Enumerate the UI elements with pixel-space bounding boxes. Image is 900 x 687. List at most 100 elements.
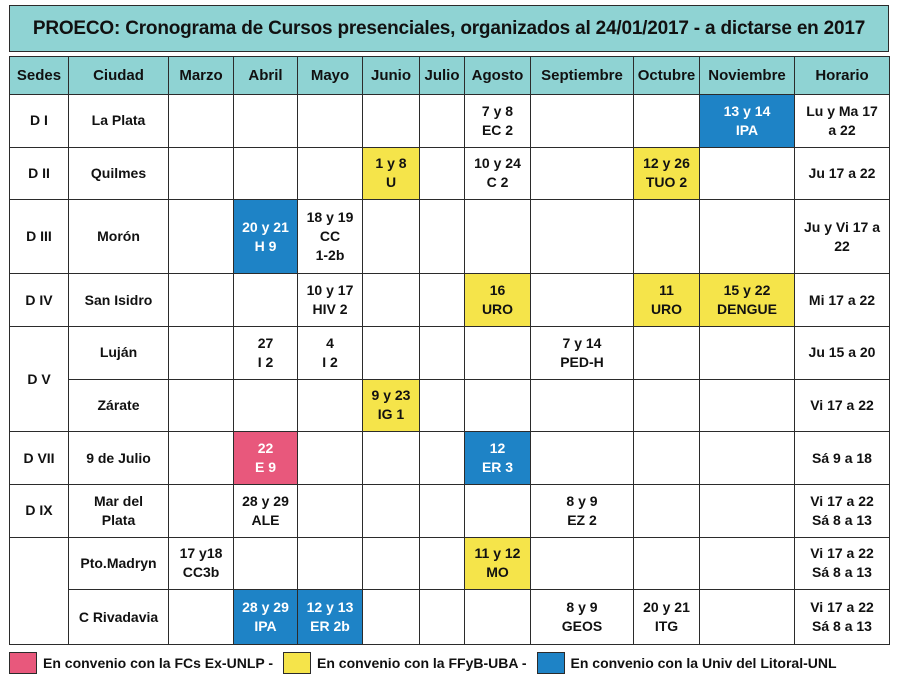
course-cell-julio xyxy=(419,378,465,433)
cell-line: IPA xyxy=(254,618,277,635)
course-cell-octubre xyxy=(633,483,700,538)
cell-line: 9 y 23 xyxy=(371,387,411,404)
legend: En convenio con la FCs Ex-UNLP - En conve… xyxy=(9,650,889,676)
cell-line: Luján xyxy=(99,344,138,361)
course-cell-mayo xyxy=(297,483,363,538)
course-cell-julio xyxy=(419,325,465,380)
page-title: PROECO: Cronograma de Cursos presenciale… xyxy=(9,5,889,52)
course-cell-abril: 28 y 29 ALE xyxy=(233,483,298,538)
cell-line: 28 y 29 xyxy=(242,492,289,509)
cell-line: 22 xyxy=(257,440,274,457)
course-cell-agosto: 11 y 12 MO xyxy=(464,536,531,591)
course-cell-septiembre xyxy=(530,378,634,433)
course-cell-noviembre xyxy=(699,431,795,485)
course-cell-julio xyxy=(419,483,465,538)
cell-line: H 9 xyxy=(254,237,277,254)
cell-line: Ju 15 a 20 xyxy=(808,344,876,361)
cell-line: IPA xyxy=(735,121,759,138)
cell-line: I 2 xyxy=(322,353,338,370)
course-cell-marzo xyxy=(168,273,234,327)
course-cell-agosto: 12 ER 3 xyxy=(464,431,531,485)
course-cell-octubre: 12 y 26 TUO 2 xyxy=(633,146,700,201)
schedule-time-cell: Lu y Ma 17 a 22 xyxy=(794,94,890,148)
cell-line: 10 y 24 xyxy=(474,155,521,172)
course-cell-septiembre: 8 y 9 EZ 2 xyxy=(530,483,634,538)
schedule-time-cell: Ju 15 a 20 xyxy=(794,325,890,380)
cell-line: 7 y 14 xyxy=(562,334,602,351)
course-cell-julio xyxy=(419,146,465,201)
cell-line: Morón xyxy=(97,228,140,245)
schedule-time-cell: Vi 17 a 22 xyxy=(794,378,890,433)
header-row: Sedes Ciudad Marzo Abril Mayo Junio Juli… xyxy=(9,56,890,95)
course-cell-abril xyxy=(233,273,298,327)
schedule-body: D I La Plata 7 y 8 EC 2 13 y 14 IPA Lu y Ma 17… xyxy=(9,94,890,646)
course-cell-mayo xyxy=(297,431,363,485)
cell-line: 1 y 8 xyxy=(375,155,407,172)
course-cell-agosto: 7 y 8 EC 2 xyxy=(464,94,531,148)
course-cell-agosto: 16 URO xyxy=(464,273,531,327)
course-cell-noviembre: 15 y 22 DENGUE xyxy=(699,273,795,327)
course-cell-mayo xyxy=(297,146,363,201)
table-row: D IX Mar del Plata 28 y 29 ALE 8 y 9 EZ 2 Vi 17… xyxy=(9,483,890,538)
course-cell-septiembre xyxy=(530,94,634,148)
course-cell-octubre xyxy=(633,325,700,380)
cell-line: Vi 17 a 22 xyxy=(810,396,874,413)
cell-line: 18 y 19 xyxy=(306,209,354,226)
course-cell-agosto xyxy=(464,589,531,645)
table-row: D VII 9 de Julio 22 E 9 12 ER 3 Sá 9 a 18 xyxy=(9,431,890,485)
col-header-ciudad: Ciudad xyxy=(68,56,169,95)
cell-line: 1-2b xyxy=(315,247,345,264)
cell-line: Plata xyxy=(101,511,136,528)
sede-cell: D V xyxy=(9,325,69,433)
col-header-noviembre: Noviembre xyxy=(699,56,795,95)
course-cell-julio xyxy=(419,94,465,148)
course-cell-marzo xyxy=(168,589,234,645)
cell-line: Mar del xyxy=(93,492,143,509)
sede-cell: D IX xyxy=(9,483,69,538)
legend-label: En convenio con la Univ del Litoral-UNL xyxy=(570,655,837,671)
sede-cell: D IV xyxy=(9,273,69,327)
course-cell-julio xyxy=(419,431,465,485)
legend-swatch-yellow xyxy=(283,652,312,674)
cell-line: San Isidro xyxy=(84,291,153,308)
cell-line: Mi 17 a 22 xyxy=(808,291,876,308)
cell-line: IG 1 xyxy=(377,406,405,423)
legend-label: En convenio con la FCs Ex-UNLP - xyxy=(43,655,274,671)
course-cell-marzo xyxy=(168,483,234,538)
cell-line: HIV 2 xyxy=(312,301,348,318)
course-cell-abril: 27 I 2 xyxy=(233,325,298,380)
course-cell-abril: 20 y 21 H 9 xyxy=(233,199,298,275)
course-cell-septiembre: 8 y 9 GEOS xyxy=(530,589,634,645)
schedule-time-cell: Vi 17 a 22 Sá 8 a 13 xyxy=(794,483,890,538)
cell-line: Sá 8 a 13 xyxy=(812,618,872,635)
schedule-time-cell: Vi 17 a 22 Sá 8 a 13 xyxy=(794,589,890,645)
cell-line: 9 de Julio xyxy=(86,449,151,466)
course-cell-mayo: 10 y 17 HIV 2 xyxy=(297,273,363,327)
city-cell: Quilmes xyxy=(68,146,169,201)
cell-line: ER 3 xyxy=(481,459,514,476)
cell-line: Sá 8 a 13 xyxy=(812,511,872,528)
cell-line: a 22 xyxy=(828,121,856,138)
city-cell: Pto.Madryn xyxy=(68,536,169,591)
col-header-mayo: Mayo xyxy=(297,56,363,95)
cell-line: Vi 17 a 22 xyxy=(810,599,874,616)
course-cell-abril xyxy=(233,536,298,591)
course-cell-marzo xyxy=(168,146,234,201)
city-cell: San Isidro xyxy=(68,273,169,327)
col-header-marzo: Marzo xyxy=(168,56,234,95)
course-cell-noviembre xyxy=(699,378,795,433)
course-cell-noviembre xyxy=(699,146,795,201)
course-cell-julio xyxy=(419,536,465,591)
cell-line: GEOS xyxy=(561,618,603,635)
course-cell-octubre: 11 URO xyxy=(633,273,700,327)
course-cell-noviembre: 13 y 14 IPA xyxy=(699,94,795,148)
city-cell: C Rivadavia xyxy=(68,589,169,645)
course-cell-abril: 22 E 9 xyxy=(233,431,298,485)
course-cell-mayo: 18 y 19 CC 1-2b xyxy=(297,199,363,275)
cell-line: PED-H xyxy=(560,353,604,370)
course-cell-julio xyxy=(419,199,465,275)
course-cell-noviembre xyxy=(699,325,795,380)
cell-line: MO xyxy=(486,564,509,581)
course-cell-agosto: 10 y 24 C 2 xyxy=(464,146,531,201)
col-header-agosto: Agosto xyxy=(464,56,531,95)
